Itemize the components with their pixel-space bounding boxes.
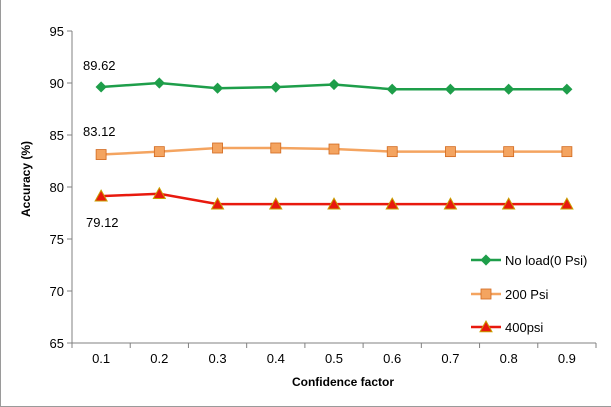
- data-label-no-load: 89.62: [83, 58, 116, 73]
- x-tick-label: 0.9: [558, 351, 576, 366]
- x-axis-title: Confidence factor: [292, 375, 394, 389]
- y-tick-label: 95: [50, 24, 64, 39]
- legend-label-400psi: 400psi: [505, 320, 543, 335]
- y-tick-label: 85: [50, 128, 64, 143]
- data-point-400psi: [210, 197, 225, 210]
- data-point-200-psi: [153, 146, 165, 158]
- data-point-400psi: [94, 189, 108, 202]
- data-point-200-psi: [445, 146, 456, 158]
- x-tick-label: 0.3: [209, 351, 227, 366]
- x-tick-label: 0.8: [500, 351, 518, 366]
- data-point-400psi: [501, 197, 516, 210]
- data-label-200-psi: 83.12: [83, 124, 116, 139]
- y-tick-label: 70: [50, 284, 64, 299]
- y-tick-label: 80: [50, 180, 64, 195]
- data-point-200-psi: [328, 143, 340, 155]
- y-tick-label: 90: [50, 76, 64, 91]
- data-point-200-psi: [561, 146, 573, 158]
- data-point-200-psi: [270, 142, 282, 154]
- data-point-400psi: [443, 197, 458, 210]
- data-point-200-psi: [95, 149, 107, 160]
- legend: No load(0 Psi) 200 Psi 400psi: [471, 253, 587, 335]
- legend-marker-no-load-0-psi: [480, 254, 492, 266]
- data-point-200-psi: [212, 142, 223, 154]
- data-point-no-load-0-psi: [386, 83, 398, 95]
- data-point-no-load-0-psi: [153, 77, 165, 89]
- data-point-400psi: [385, 197, 400, 210]
- x-tick-label: 0.7: [441, 351, 459, 366]
- data-point-400psi: [560, 197, 574, 210]
- x-tick-label: 0.5: [325, 351, 343, 366]
- x-tick-label: 0.2: [150, 351, 168, 366]
- data-point-no-load-0-psi: [503, 83, 515, 95]
- data-point-no-load-0-psi: [270, 81, 282, 93]
- data-point-400psi: [152, 186, 167, 200]
- y-tick-label: 75: [50, 232, 64, 247]
- legend-label-no-load-0-psi: No load(0 Psi): [505, 253, 587, 268]
- data-point-400psi: [327, 197, 341, 210]
- legend-marker-200-psi: [480, 288, 492, 300]
- legend-label-200-psi: 200 Psi: [505, 287, 548, 302]
- x-tick-label: 0.1: [92, 351, 110, 366]
- data-point-200-psi: [503, 146, 515, 158]
- data-point-no-load-0-psi: [95, 81, 107, 93]
- data-label-400-psi: 79.12: [86, 215, 119, 230]
- x-tick-label: 0.4: [267, 351, 285, 366]
- data-point-no-load-0-psi: [211, 82, 224, 94]
- y-axis-title: Accuracy (%): [19, 141, 33, 217]
- data-point-no-load-0-psi: [328, 78, 340, 91]
- data-point-400psi: [268, 197, 283, 210]
- x-tick-label: 0.6: [383, 351, 401, 366]
- y-tick-label: 65: [50, 336, 64, 351]
- data-point-no-load-0-psi: [561, 83, 573, 95]
- legend-marker-400psi: [479, 319, 493, 333]
- data-point-no-load-0-psi: [444, 83, 457, 95]
- data-point-200-psi: [386, 146, 398, 158]
